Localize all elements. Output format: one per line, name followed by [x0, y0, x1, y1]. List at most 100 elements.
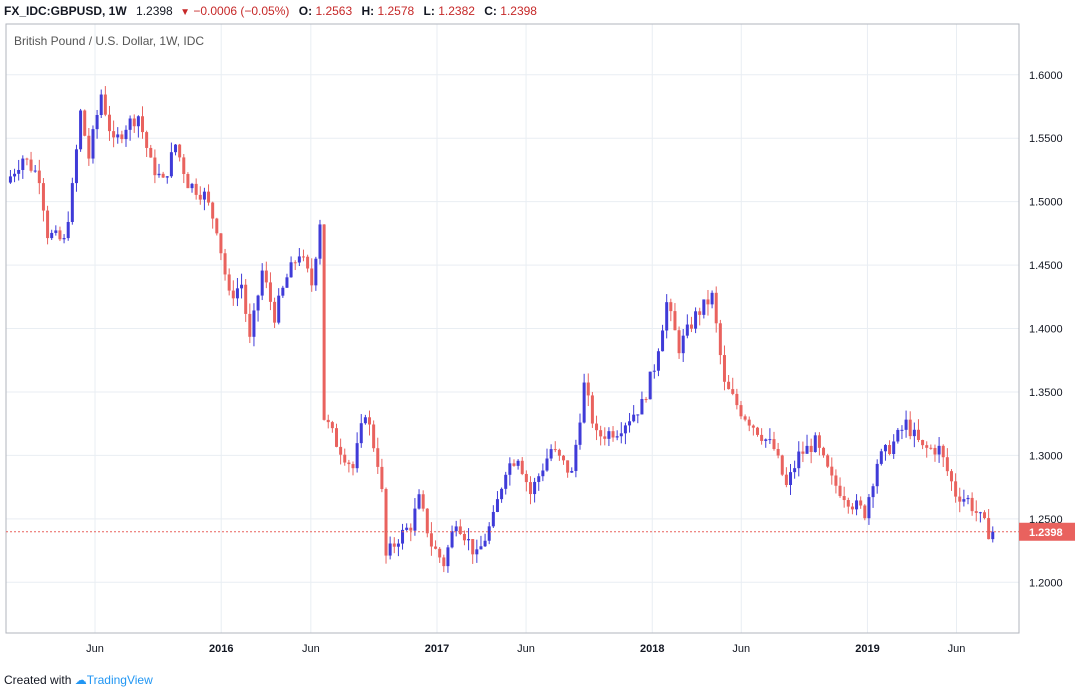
- candle-up: [252, 310, 256, 337]
- y-tick-label: 1.3000: [1029, 450, 1063, 462]
- candle-up: [789, 472, 793, 486]
- candle-up: [169, 152, 173, 177]
- candle-up: [66, 221, 70, 239]
- candle-down: [760, 434, 764, 441]
- candle-down: [471, 539, 475, 555]
- candle-down: [107, 114, 111, 132]
- y-tick-label: 1.3500: [1029, 387, 1063, 399]
- candle-up: [17, 169, 21, 174]
- down-triangle-icon: ▼: [180, 7, 190, 18]
- symbol-label[interactable]: FX_IDC:GBPUSD, 1W: [4, 4, 127, 18]
- candle-up: [805, 445, 809, 454]
- candle-down: [248, 313, 252, 337]
- candle-up: [318, 224, 322, 259]
- candle-down: [442, 557, 446, 567]
- candle-down: [462, 533, 466, 541]
- candle-up: [978, 512, 982, 514]
- footer: Created with ☁TradingView: [4, 670, 153, 690]
- x-tick-label: Jun: [302, 643, 320, 655]
- candle-down: [198, 194, 202, 200]
- candle-down: [207, 191, 211, 203]
- candle-down: [838, 485, 842, 497]
- candle-down: [817, 435, 821, 448]
- candle-down: [586, 382, 590, 396]
- candle-down: [908, 419, 912, 437]
- close-label: C:: [484, 4, 497, 18]
- candle-up: [359, 423, 363, 444]
- candle-down: [161, 173, 165, 178]
- candle-down: [120, 134, 124, 140]
- candle-down: [244, 284, 248, 314]
- candle-up: [475, 549, 479, 555]
- candle-down: [153, 157, 157, 176]
- candle-down: [888, 445, 892, 455]
- candle-up: [768, 439, 772, 441]
- y-tick-label: 1.5500: [1029, 133, 1063, 145]
- candle-up: [545, 458, 549, 471]
- candle-down: [916, 429, 920, 440]
- candle-down: [182, 157, 186, 175]
- candle-up: [260, 270, 264, 296]
- candle-down: [322, 224, 326, 420]
- candle-up: [541, 470, 545, 477]
- candle-up: [797, 451, 801, 469]
- candle-down: [219, 233, 223, 254]
- candle-down: [231, 290, 235, 299]
- x-tick-label: 2019: [855, 643, 879, 655]
- tradingview-brand[interactable]: TradingView: [86, 673, 153, 687]
- candle-down: [178, 144, 182, 158]
- candle-up: [533, 481, 537, 495]
- candle-up: [479, 546, 483, 550]
- candle-up: [91, 129, 95, 159]
- candle-up: [904, 419, 908, 430]
- candle-up: [867, 497, 871, 519]
- candle-down: [334, 428, 338, 447]
- high-value: 1.2578: [377, 4, 415, 18]
- candle-down: [714, 292, 718, 324]
- candle-up: [661, 330, 665, 352]
- last-price-line: 1.2398: [6, 522, 1075, 541]
- candle-up: [240, 284, 244, 289]
- candle-up: [487, 526, 491, 541]
- candle-down: [46, 210, 50, 239]
- candle-up: [495, 499, 499, 512]
- candle-down: [132, 118, 136, 127]
- candle-down: [718, 323, 722, 356]
- candle-up: [793, 468, 797, 473]
- price-axis[interactable]: 1.2000 1.2500 1.3000 1.3500 1.4000 1.4500 1.50…: [1029, 70, 1063, 590]
- candle-up: [702, 299, 706, 315]
- grid: [6, 24, 1019, 633]
- candle-up: [656, 351, 660, 371]
- candle-down: [223, 253, 227, 275]
- y-tick-label: 1.2000: [1029, 577, 1063, 589]
- candle-down: [339, 446, 343, 455]
- candle-up: [454, 526, 458, 532]
- y-tick-label: 1.2500: [1029, 514, 1063, 526]
- candle-up: [578, 422, 582, 445]
- candle-down: [264, 270, 268, 283]
- candle-down: [326, 419, 330, 423]
- candle-down: [921, 439, 925, 446]
- candle-up: [99, 94, 103, 115]
- candle-down: [735, 393, 739, 406]
- tradingview-logo-icon[interactable]: ☁: [74, 673, 87, 687]
- price-change: −0.0006 (−0.05%): [193, 4, 290, 18]
- candle-up: [879, 451, 883, 464]
- candle-down: [644, 399, 648, 401]
- candle-up: [966, 497, 970, 500]
- candle-up: [314, 258, 318, 286]
- candle-down: [776, 449, 780, 456]
- candle-down: [751, 425, 755, 428]
- candle-up: [619, 433, 623, 437]
- time-axis[interactable]: Jun 2016 Jun 2017 Jun 2018 Jun 2019 Jun: [86, 643, 965, 655]
- candle-down: [112, 131, 116, 138]
- candle-down: [273, 301, 277, 323]
- candle-down: [293, 262, 297, 264]
- candle-up: [640, 399, 644, 415]
- candle-down: [425, 508, 429, 534]
- open-value: 1.2563: [315, 4, 353, 18]
- candle-up: [574, 444, 578, 471]
- candle-down: [434, 546, 438, 549]
- candle-up: [648, 371, 652, 400]
